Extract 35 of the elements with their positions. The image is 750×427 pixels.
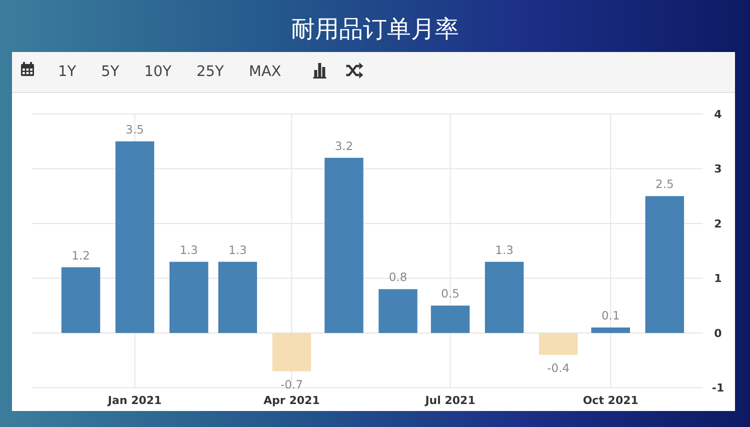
bar [272,332,312,372]
data-label: 3.2 [334,138,354,153]
data-label: -0.7 [280,377,303,392]
bar [645,196,684,333]
bar [169,262,208,333]
x-tick-label: Jul 2021 [424,394,476,407]
bar [591,327,630,333]
y-tick-label: 4 [714,108,722,121]
bar [115,141,154,333]
x-tick-label: Apr 2021 [264,394,320,407]
data-label: 3.5 [126,122,144,136]
y-tick-label: -1 [712,382,724,395]
bar [430,306,470,333]
data-label: 1.3 [180,242,198,257]
bar [538,332,578,355]
data-label: 1.3 [495,242,514,257]
bar [378,289,418,333]
bar [61,267,100,333]
data-label: 0.1 [601,308,620,322]
y-tick-label: 1 [714,272,722,286]
bar [484,262,524,333]
data-label: 2.5 [656,177,674,192]
data-label: 1.3 [228,242,247,257]
x-tick-label: Oct 2021 [582,394,638,407]
y-tick-label: 0 [714,326,722,340]
data-label: -0.4 [547,360,570,375]
x-tick-label: Jan 2021 [106,394,162,407]
y-tick-label: 2 [714,217,722,230]
data-label: 0.5 [441,286,460,301]
y-tick-label: 3 [714,162,722,176]
data-label: 0.8 [388,270,408,284]
data-label: 1.2 [72,248,90,262]
bar [218,262,258,333]
bar [324,158,364,333]
chart-title: 耐用品订单月率 [291,15,459,43]
